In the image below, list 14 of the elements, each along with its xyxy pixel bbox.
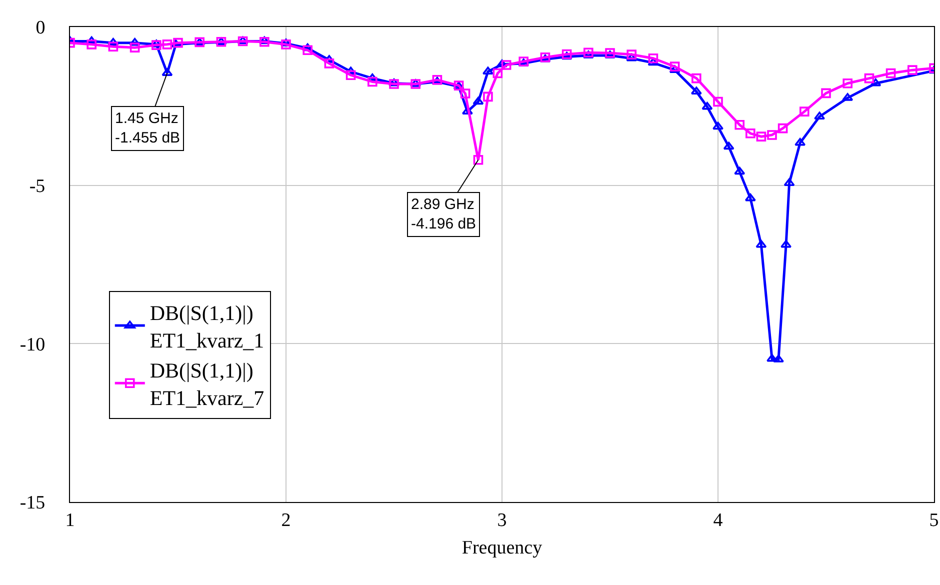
annotation: 2.89 GHz -4.196 dB [411, 196, 476, 232]
annotation: 1.45 GHz -1.455 dB [115, 110, 180, 146]
x-tick-label: 2 [281, 510, 291, 531]
x-tick-label: 4 [713, 510, 724, 531]
x-axis-title: Frequency [462, 538, 543, 559]
y-tick-label: -10 [20, 334, 46, 356]
y-tick-label: -15 [20, 492, 46, 514]
legend-label: DB(|S(1,1)|) ET1_kvarz_7 [150, 358, 264, 410]
x-tick-label: 3 [497, 510, 507, 531]
x-tick-label: 1 [65, 510, 75, 531]
y-tick-label: 0 [36, 18, 46, 39]
x-tick-label: 5 [929, 510, 939, 531]
y-tick-label: -5 [29, 176, 46, 197]
legend-label: DB(|S(1,1)|) ET1_kvarz_1 [150, 301, 264, 352]
